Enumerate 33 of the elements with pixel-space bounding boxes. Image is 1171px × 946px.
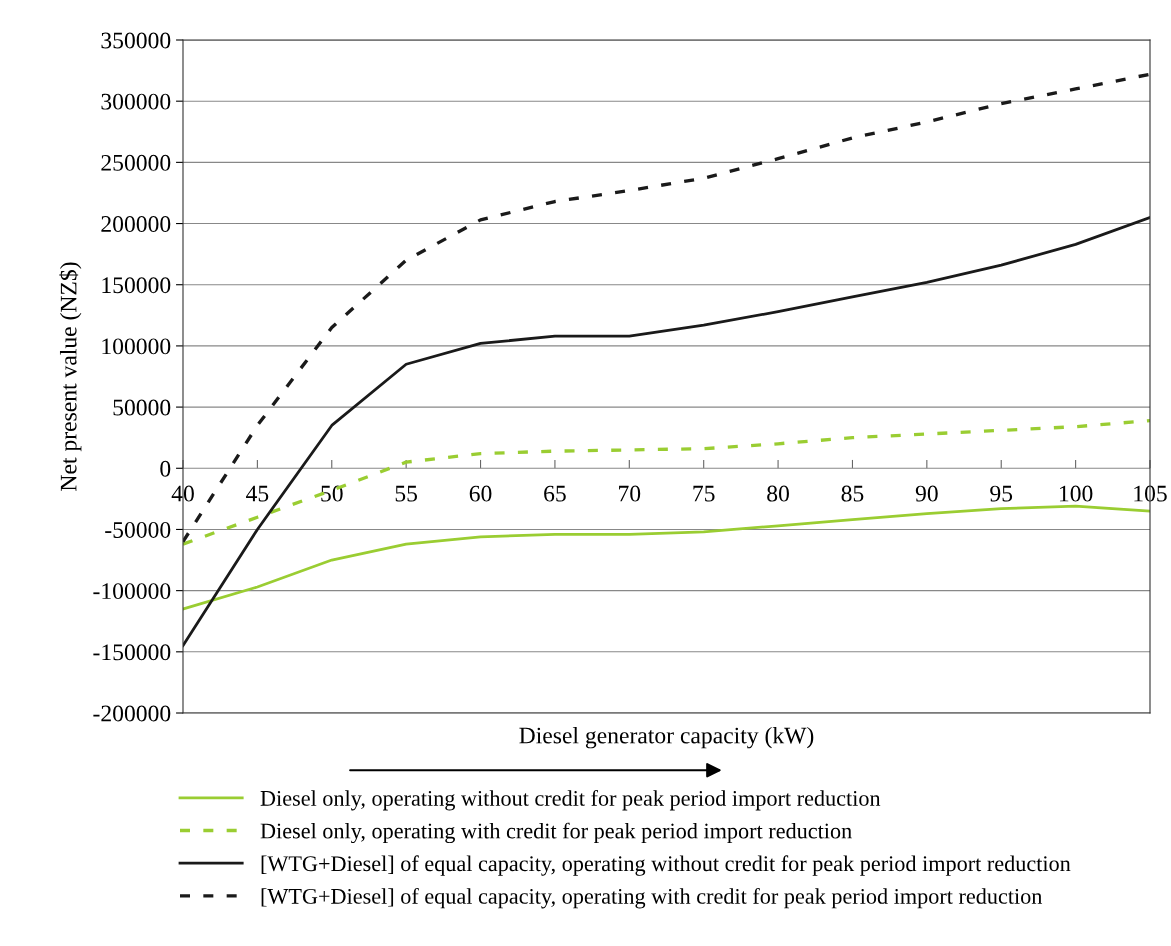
x-axis-title: Diesel generator capacity (kW) — [519, 726, 814, 749]
y-tick-label: 50000 — [113, 399, 171, 416]
y-tick-label: 100000 — [102, 338, 171, 355]
y-axis-title: Net present value (NZ$) — [59, 262, 82, 491]
y-tick-label: -100000 — [93, 583, 171, 600]
legend-label: [WTG+Diesel] of equal capacity, operating without credit for peak period import reduction — [261, 855, 1071, 876]
y-tick-label: 250000 — [101, 154, 171, 171]
y-tick-label: -150000 — [93, 644, 171, 661]
x-tick-label: 50 — [321, 485, 343, 502]
x-tick-label: 60 — [469, 485, 492, 502]
y-tick-label: 350000 — [101, 32, 171, 49]
x-tick-label: 40 — [171, 485, 194, 502]
legend-label: [WTG+Diesel] of equal capacity, operating with credit for peak period import reduction — [261, 887, 1043, 909]
x-tick-label: 85 — [841, 485, 864, 502]
x-tick-label: 45 — [246, 485, 269, 502]
legend-label: Diesel only, operating without credit for peak period import reduction — [260, 790, 881, 811]
line-series — [183, 504, 1150, 611]
y-tick-label: 0 — [160, 460, 171, 477]
x-tick-label: 55 — [395, 485, 418, 502]
y-tick-label: 150000 — [102, 277, 171, 294]
y-tick-label: 200000 — [101, 216, 171, 232]
y-tick-label: 300000 — [101, 93, 171, 110]
x-tick-label: 75 — [693, 485, 715, 502]
x-tick-label: 95 — [990, 485, 1013, 502]
x-tick-label: 65 — [544, 485, 566, 502]
y-tick-label: -50000 — [105, 521, 171, 538]
y-tick-label: -200000 — [93, 705, 171, 722]
x-tick-label: 100 — [1059, 485, 1093, 502]
legend-label: Diesel only, operating with credit for peak period import reduction — [260, 822, 852, 844]
x-tick-label: 105 — [1134, 485, 1167, 502]
x-tick-label: 70 — [619, 485, 641, 502]
x-tick-label: 90 — [915, 485, 938, 502]
x-tick-label: 80 — [767, 485, 789, 502]
